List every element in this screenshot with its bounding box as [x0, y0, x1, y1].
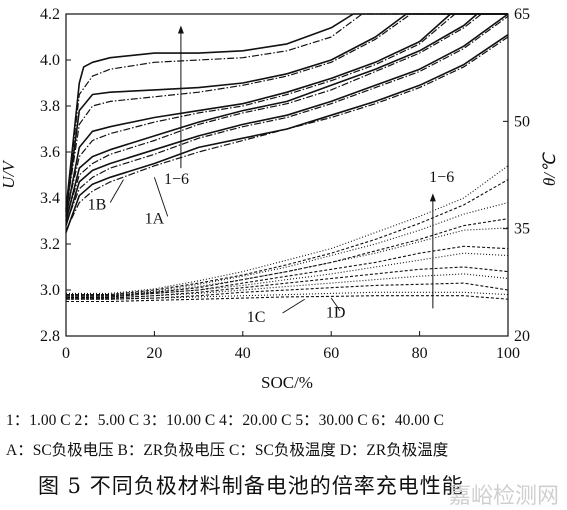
series-line-d2	[66, 273, 509, 299]
series-line-c1	[66, 295, 509, 303]
series-line-d5	[66, 202, 509, 296]
annotation-16-0: 1−6	[164, 171, 189, 188]
y-left-tick-label: 3.2	[40, 236, 60, 253]
series-line-b3	[65, 13, 508, 219]
x-tick-label: 80	[412, 345, 428, 362]
annotation-16-3: 1−6	[429, 169, 454, 186]
annotations: 1−6 1B 1A 1−6 1C 1D	[88, 169, 455, 326]
leader-1a	[153, 177, 169, 217]
series-line-a2	[65, 13, 509, 226]
ticks	[65, 13, 509, 337]
series-line-c4	[66, 245, 509, 298]
x-tick-label: 60	[323, 345, 339, 362]
y-right-tick-label: 35	[514, 221, 530, 238]
series-line-b1	[65, 36, 509, 231]
y-left-tick-label: 3.6	[40, 144, 60, 161]
series-line-c2	[66, 282, 509, 300]
series-line-d4	[66, 227, 509, 297]
y-left-tick-label: 3.0	[40, 282, 60, 299]
x-axis-title: SOC/%	[261, 373, 313, 392]
y-right-tick-label: 50	[514, 113, 530, 130]
x-tick-label: 40	[235, 345, 251, 362]
series-line-c3	[66, 266, 509, 299]
temperature-arrow-head	[429, 193, 436, 202]
series-layer	[65, 13, 509, 303]
y-left-tick-label: 3.4	[40, 190, 60, 207]
figure-caption: 图 5 不同负极材料制备电池的倍率充电性能	[38, 474, 464, 498]
voltage-arrow-head	[177, 25, 184, 34]
arrows	[109, 25, 436, 314]
series-line-a3	[65, 13, 508, 222]
annotation-1B-1: 1B	[88, 197, 107, 214]
annotation-1A-2: 1A	[145, 210, 165, 227]
leader-1c	[282, 298, 305, 314]
y-left-tick-label: 4.2	[40, 6, 60, 23]
x-tick-label: 20	[146, 345, 162, 362]
series-line-a5	[65, 13, 508, 212]
tick-labels: 0 20 40 60 80 100 2.8 3.0 3.2 3.4 3.6 3.8 4.0 4.2 20 35…	[40, 6, 530, 362]
annotation-1D-5: 1D	[326, 305, 346, 322]
series-line-b6	[65, 13, 508, 210]
series-line-b4	[65, 13, 508, 215]
y-right-tick-label: 20	[514, 328, 530, 345]
series-line-a1	[65, 34, 509, 233]
series-line-a6	[65, 13, 508, 210]
leader-1b	[109, 179, 124, 203]
y-right-axis-title: θ/℃	[540, 152, 559, 186]
y-left-tick-label: 2.8	[40, 328, 60, 345]
x-tick-label: 100	[496, 345, 520, 362]
series-line-b2	[65, 15, 509, 224]
y-right-tick-label: 65	[514, 6, 530, 23]
series-line-b5	[65, 13, 508, 212]
legend-rates: 1：1.00 C 2：5.00 C 3：10.00 C 4：20.00 C 5：…	[6, 412, 444, 429]
series-line-a4	[65, 13, 508, 217]
legend-series: A：SC负极电压 B：ZR负极电压 C：SC负极温度 D：ZR负极温度	[6, 442, 449, 459]
watermark: 嘉峪检测网	[448, 484, 559, 509]
x-tick-label: 0	[62, 345, 70, 362]
series-line-c6	[66, 179, 509, 296]
y-left-tick-label: 3.8	[40, 98, 60, 115]
leader-1d	[330, 297, 341, 311]
annotation-1C-4: 1C	[247, 309, 266, 326]
y-left-tick-label: 4.0	[40, 52, 60, 69]
y-left-axis-title: U/V	[0, 159, 18, 189]
plot-frame	[65, 13, 509, 337]
